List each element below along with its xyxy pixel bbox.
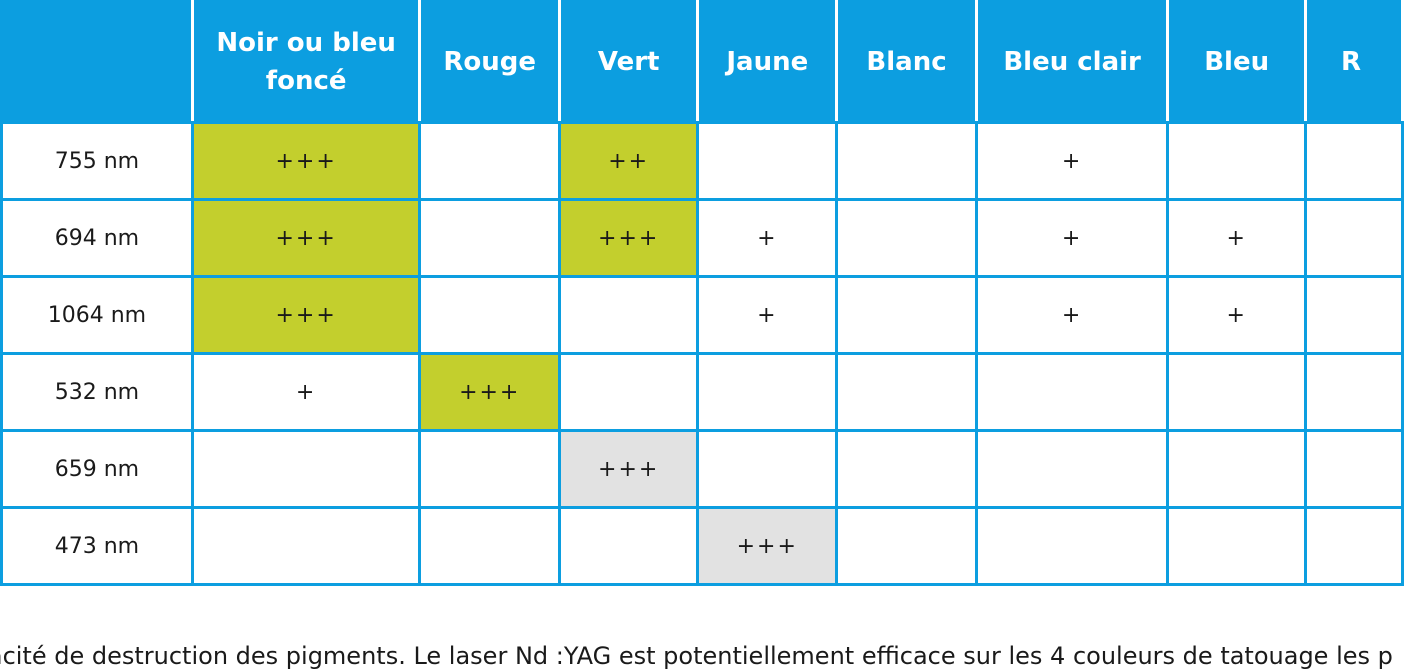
- table-body: 755 nm +++ ++ +694 nm +++ +++ + + +1064 nm +++ + + +…: [0, 121, 1404, 586]
- table-cell: [1304, 429, 1404, 509]
- table-cell: [558, 352, 700, 432]
- table-cell: [1166, 506, 1307, 586]
- row-label-wavelength: 694 nm: [0, 198, 194, 278]
- table-cell: +: [974, 198, 1170, 278]
- table-cell: [190, 506, 422, 586]
- pigment-laser-table: Noir ou bleu foncé Rouge Vert Jaune Blan…: [0, 0, 1404, 586]
- header-bleu: Bleu: [1166, 0, 1307, 124]
- table-cell: [835, 121, 978, 201]
- table-cell: [418, 198, 562, 278]
- table-cell: [1304, 198, 1404, 278]
- table-row: 659 nm +++: [0, 429, 1404, 509]
- table-cell: [835, 506, 978, 586]
- table-row: 1064 nm +++ + + +: [0, 275, 1404, 355]
- table-cell: +: [1166, 198, 1307, 278]
- table-cell: [974, 429, 1170, 509]
- table-cell: [696, 429, 839, 509]
- table-cell: [1166, 429, 1307, 509]
- table-cell: [696, 352, 839, 432]
- table-row: 755 nm +++ ++ +: [0, 121, 1404, 201]
- table-cell: [835, 275, 978, 355]
- row-label-wavelength: 473 nm: [0, 506, 194, 586]
- table-cell: +++: [190, 275, 422, 355]
- table-cell: +: [190, 352, 422, 432]
- table-cell: +: [1166, 275, 1307, 355]
- table-cell: +: [696, 275, 839, 355]
- table-cell: [835, 352, 978, 432]
- table-cell: [696, 121, 839, 201]
- header-cut-off: R: [1304, 0, 1404, 124]
- header-rouge: Rouge: [418, 0, 562, 124]
- row-label-wavelength: 755 nm: [0, 121, 194, 201]
- table-cell: [1304, 121, 1404, 201]
- table-cell: [974, 352, 1170, 432]
- table-cell: [418, 506, 562, 586]
- table-cell: ++: [558, 121, 700, 201]
- table-cell: +: [974, 121, 1170, 201]
- table-cell: [1304, 506, 1404, 586]
- header-jaune: Jaune: [696, 0, 839, 124]
- table-cell: +++: [558, 198, 700, 278]
- row-label-wavelength: 1064 nm: [0, 275, 194, 355]
- table-cell: [418, 121, 562, 201]
- table-cell: [974, 506, 1170, 586]
- table-row: 532 nm + +++: [0, 352, 1404, 432]
- table-cell: [190, 429, 422, 509]
- table-cell: +++: [190, 198, 422, 278]
- table-cell: [418, 429, 562, 509]
- header-row: Noir ou bleu foncé Rouge Vert Jaune Blan…: [0, 0, 1404, 124]
- table-cell: [835, 198, 978, 278]
- table-cell: [558, 506, 700, 586]
- row-label-wavelength: 532 nm: [0, 352, 194, 432]
- header-label: Noir ou bleu foncé: [216, 28, 396, 96]
- table-cell: +++: [190, 121, 422, 201]
- header-noir-ou-bleu-fonce: Noir ou bleu foncé: [190, 0, 422, 124]
- table-row: 473 nm +++: [0, 506, 1404, 586]
- table-cell: +: [974, 275, 1170, 355]
- table-cell: [418, 275, 562, 355]
- table-cell: [1304, 352, 1404, 432]
- table-cell: [1166, 121, 1307, 201]
- row-label-wavelength: 659 nm: [0, 429, 194, 509]
- table-cell: +++: [558, 429, 700, 509]
- table-cell: +++: [418, 352, 562, 432]
- table-cell: +++: [696, 506, 839, 586]
- header-vert: Vert: [558, 0, 700, 124]
- header-blanc: Blanc: [835, 0, 978, 124]
- table-cell: [558, 275, 700, 355]
- table-cell: [835, 429, 978, 509]
- header-bleu-clair: Bleu clair: [974, 0, 1170, 124]
- table-cell: [1304, 275, 1404, 355]
- table-cell: +: [696, 198, 839, 278]
- corner-header-cell: [0, 0, 194, 124]
- table-cell: [1166, 352, 1307, 432]
- table-caption: icacité de destruction des pigments. Le …: [0, 642, 1393, 670]
- table-row: 694 nm +++ +++ + + +: [0, 198, 1404, 278]
